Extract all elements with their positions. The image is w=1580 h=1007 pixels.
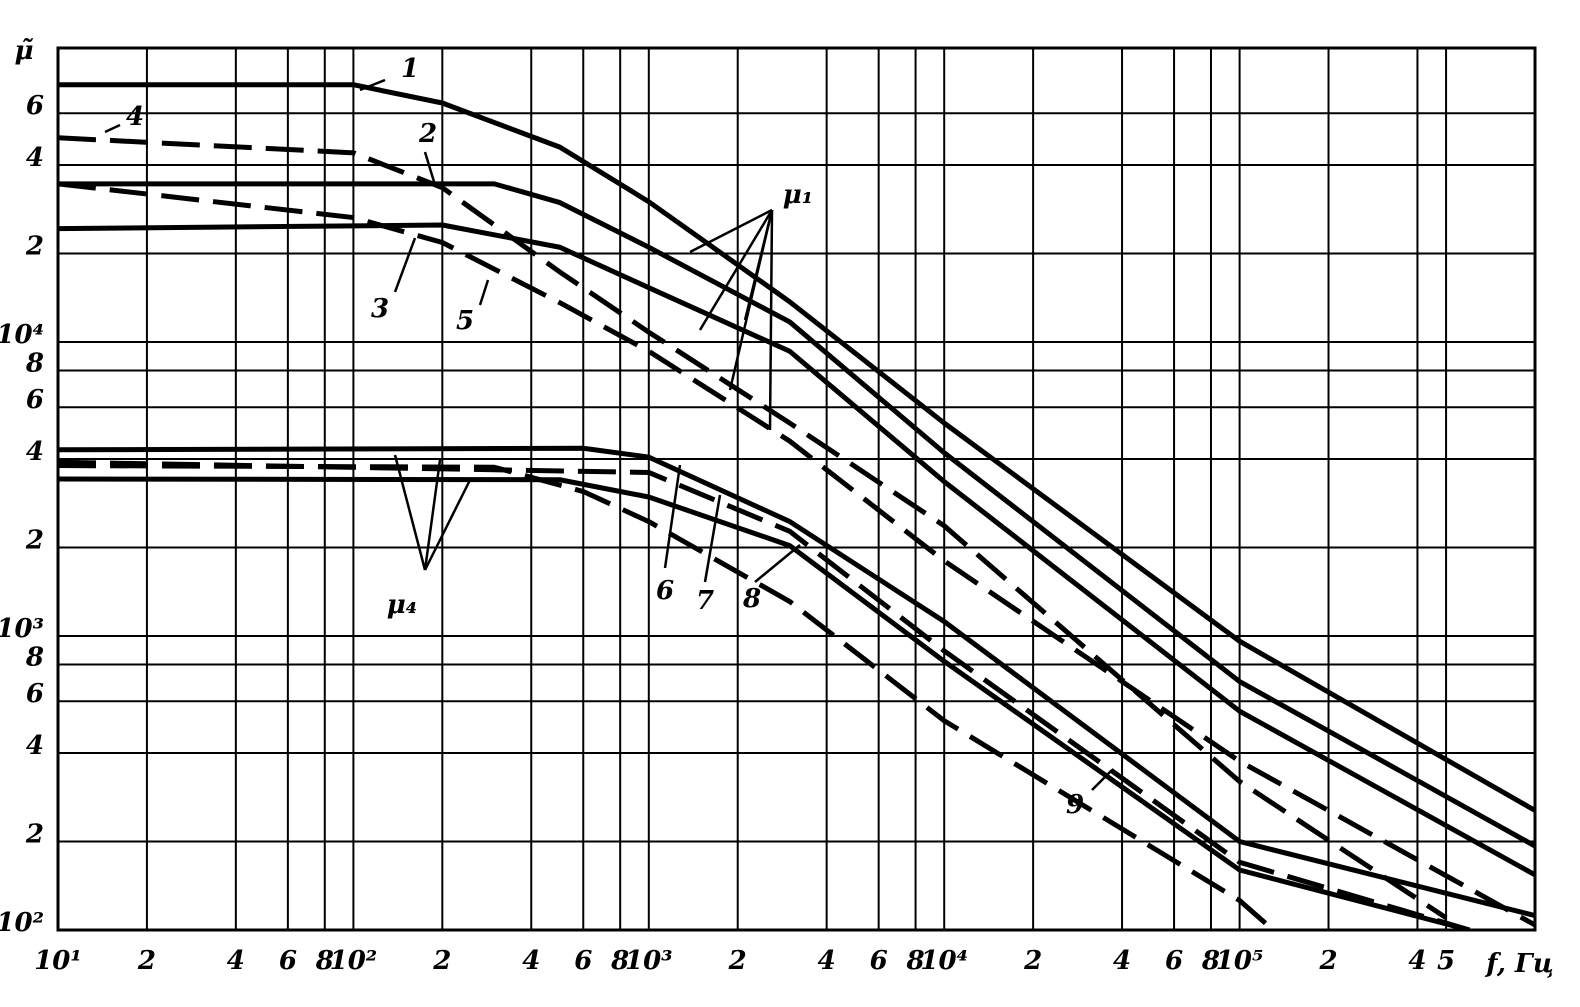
plot-frame xyxy=(56,46,1537,932)
leader-line xyxy=(393,454,427,571)
y-tick-label: 4 xyxy=(26,437,44,467)
leader-line xyxy=(743,209,774,321)
series-label: 5 xyxy=(456,306,474,336)
x-tick-label: 2 xyxy=(728,946,747,976)
curve xyxy=(58,181,1535,849)
x-tick-label: 10³ xyxy=(625,946,673,976)
curve xyxy=(58,445,1535,918)
y-tick-label: 2 xyxy=(25,231,44,261)
x-tick-label: 6 xyxy=(279,946,297,976)
x-tick-label: 2 xyxy=(137,946,156,976)
x-tick-label: 4 xyxy=(227,946,245,976)
y-tick-label: 8 xyxy=(25,642,44,672)
x-axis-label: f, Гц xyxy=(1484,949,1554,979)
x-tick-label: 4 xyxy=(1408,946,1426,976)
x-tick-label: 6 xyxy=(1165,946,1183,976)
series-label: 2 xyxy=(418,119,437,149)
leader-line xyxy=(1091,769,1113,791)
x-tick-label: 4 xyxy=(1113,946,1131,976)
curve xyxy=(58,463,1275,930)
x-tick-label: 8 xyxy=(906,946,925,976)
y-tick-label: 10⁴ xyxy=(0,320,44,350)
x-tick-label: 10⁴ xyxy=(920,946,968,976)
x-tick-label: 8 xyxy=(315,946,334,976)
leader-line xyxy=(703,494,722,583)
x-tick-label: 10¹ xyxy=(34,946,82,976)
series-label: 3 xyxy=(371,294,389,324)
x-tick-label: 6 xyxy=(870,946,888,976)
y-tick-label: 6 xyxy=(26,385,44,415)
leader-line xyxy=(689,208,773,254)
x-tick-label: 6 xyxy=(574,946,592,976)
x-tick-label: 10⁵ xyxy=(1216,946,1264,976)
y-tick-label: 4 xyxy=(26,143,44,173)
x-tick-label: 5 xyxy=(1437,946,1455,976)
leader-line xyxy=(663,464,682,569)
x-tick-label: 8 xyxy=(610,946,629,976)
series-label: 6 xyxy=(656,576,674,606)
x-tick-label: 4 xyxy=(818,946,836,976)
x-tick-label: 2 xyxy=(1023,946,1042,976)
curve xyxy=(58,82,1535,813)
leader-line xyxy=(698,209,774,331)
y-tick-label: 8 xyxy=(25,348,44,378)
curve xyxy=(58,476,1471,930)
leader-line xyxy=(423,479,472,571)
series-label: 7 xyxy=(696,586,714,616)
x-tick-label: 2 xyxy=(432,946,451,976)
y-tick-label: 6 xyxy=(26,679,44,709)
x-tick-label: 2 xyxy=(1318,946,1337,976)
curve xyxy=(58,459,1471,930)
x-tick-label: 4 xyxy=(522,946,540,976)
y-tick-label: 10³ xyxy=(0,614,44,644)
series-label: 9 xyxy=(1066,790,1084,820)
plot-area xyxy=(58,82,1535,930)
y-tick-label: 2 xyxy=(25,819,44,849)
annotation: μ₁ xyxy=(783,180,813,210)
x-tick-label: 8 xyxy=(1201,946,1220,976)
leader-line xyxy=(423,459,442,571)
series-label: 8 xyxy=(742,584,761,614)
leader-line xyxy=(478,279,490,306)
series-label: 4 xyxy=(126,102,144,132)
y-tick-label: 4 xyxy=(26,731,44,761)
leader-line xyxy=(359,78,386,92)
annotation: μ₄ xyxy=(387,590,417,620)
y-tick-label: 10² xyxy=(0,908,44,938)
leader-line xyxy=(768,209,774,431)
leader-line xyxy=(754,544,801,583)
curve xyxy=(58,222,1535,878)
y-tick-label: 6 xyxy=(26,91,44,121)
curve xyxy=(58,181,1535,928)
curve xyxy=(58,135,1448,920)
y-axis-label: μ̃ xyxy=(14,36,33,66)
leader-line xyxy=(104,123,121,134)
y-tick-label: 2 xyxy=(25,525,44,555)
leader-line xyxy=(423,151,437,186)
x-tick-label: 10² xyxy=(330,946,378,976)
series-label: 1 xyxy=(401,54,419,84)
leader-line xyxy=(393,237,417,293)
